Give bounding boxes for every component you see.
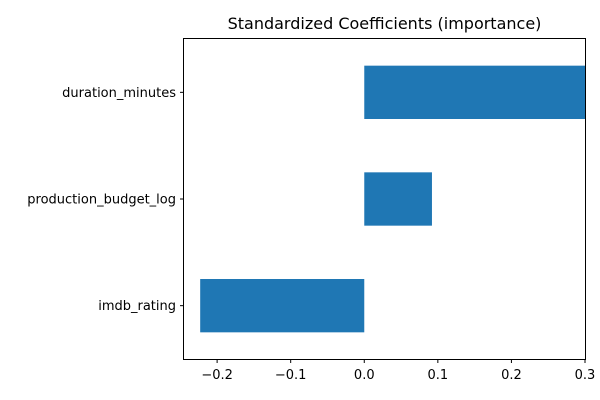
x-tick-label: −0.2 <box>201 368 233 383</box>
x-tick-label: 0.0 <box>354 368 375 383</box>
x-tick-label: −0.1 <box>275 368 307 383</box>
bar-imdb_rating <box>200 279 365 333</box>
x-axis-ticks: −0.2 −0.1 0.0 0.1 0.2 0.3 <box>201 359 595 383</box>
y-tick-label: duration_minutes <box>62 86 176 101</box>
bar-production_budget_log <box>364 172 432 226</box>
y-axis-ticks: imdb_rating production_budget_log duration… <box>27 86 184 314</box>
x-tick-label: 0.2 <box>501 368 522 383</box>
y-tick-label: production_budget_log <box>27 193 176 208</box>
bar-duration_minutes <box>364 65 585 119</box>
x-tick-label: 0.1 <box>428 368 449 383</box>
bars-layer <box>200 65 585 333</box>
y-tick-label: imdb_rating <box>98 299 176 314</box>
chart-title: Standardized Coefficients (importance) <box>228 14 542 33</box>
x-tick-label: 0.3 <box>575 368 596 383</box>
